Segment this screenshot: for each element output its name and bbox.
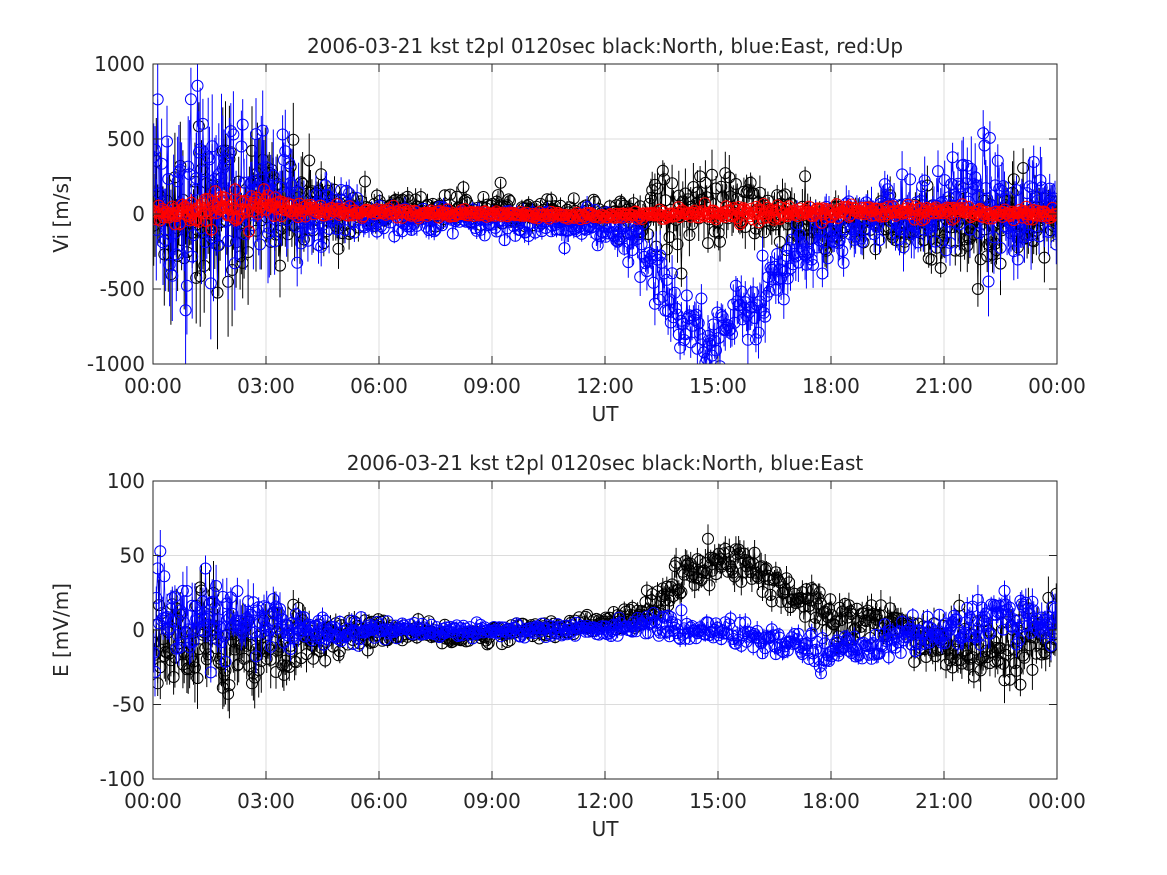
x-tick-label: 00:00 [1028,789,1086,813]
point-up [226,202,239,215]
y-tick-label: 100 [107,469,145,493]
point-north [477,191,490,203]
x-tick-label: 09:00 [463,789,521,813]
chart-title: 2006-03-21 kst t2pl 0120sec black:North,… [347,451,864,475]
ticks: 00:00 03:00 06:00 09:00 12:00 15:00 18:00 21:00… [87,52,1086,398]
electric-field-panel: 00:00 03:00 06:00 09:00 12:00 15:00 18:00 21:00… [49,451,1086,841]
y-tick-label: -500 [100,277,145,301]
x-tick-label: 00:00 [124,789,182,813]
x-tick-label: 06:00 [350,374,408,398]
y-tick-label: 0 [132,202,145,226]
x-axis-label: UT [592,817,620,841]
y-tick-label: -100 [100,767,145,791]
x-tick-label: 21:00 [915,374,973,398]
velocity-panel: 00:00 03:00 06:00 09:00 12:00 15:00 18:00 21:00… [49,34,1086,426]
x-tick-label: 12:00 [576,374,634,398]
x-tick-label: 21:00 [915,789,973,813]
y-axis-label: E [mV/m] [49,583,73,677]
x-tick-label: 15:00 [689,789,747,813]
x-tick-label: 18:00 [802,789,860,813]
point-up [815,216,828,229]
point-north [502,193,515,206]
x-tick-label: 12:00 [576,789,634,813]
data-points [153,64,1057,364]
point-up [734,218,746,231]
x-tick-label: 03:00 [237,374,295,398]
y-tick-label: 500 [107,127,145,151]
x-tick-label: 06:00 [350,789,408,813]
x-tick-label: 03:00 [237,789,295,813]
y-tick-label: 50 [120,544,145,568]
y-axis-label: Vi [m/s] [49,175,73,252]
x-axis-label: UT [592,402,620,426]
point-north [492,189,504,202]
x-tick-label: 15:00 [689,374,747,398]
point-up [1046,201,1057,214]
point-up [190,214,203,227]
x-tick-label: 18:00 [802,374,860,398]
x-tick-label: 00:00 [124,374,182,398]
y-tick-label: -1000 [87,352,145,376]
point-up [735,215,748,228]
x-tick-label: 09:00 [463,374,521,398]
y-tick-label: 1000 [94,52,145,76]
line-up [153,189,1057,232]
y-tick-label: -50 [112,693,145,717]
chart-title: 2006-03-21 kst t2pl 0120sec black:North,… [307,34,903,58]
y-tick-label: 0 [132,618,145,642]
series-up [153,182,1057,240]
data-points [153,524,1057,719]
point-east [446,227,459,240]
x-tick-label: 00:00 [1028,374,1086,398]
